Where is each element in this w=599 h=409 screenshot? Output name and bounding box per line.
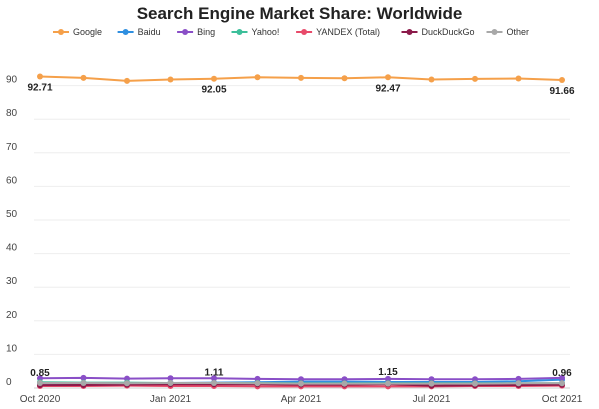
series-other — [37, 379, 565, 387]
data-label-duckduckgo: 0.96 — [552, 368, 572, 379]
x-tick-label: Jan 2021 — [150, 394, 192, 405]
legend-label: Baidu — [138, 27, 161, 37]
data-point-google — [559, 77, 565, 84]
legend-item-yahoo: Yahoo! — [231, 27, 280, 37]
data-point-other — [341, 380, 348, 387]
data-point-bing — [167, 375, 174, 382]
y-tick-label: 50 — [6, 209, 18, 220]
data-point-other — [167, 379, 174, 386]
legend-label: YANDEX (Total) — [316, 27, 380, 37]
legend-item-bing: Bing — [177, 27, 215, 37]
data-label-google: 92.05 — [201, 85, 226, 96]
y-tick-label: 70 — [6, 142, 18, 153]
data-point-other — [559, 380, 565, 387]
x-tick-label: Jul 2021 — [413, 394, 451, 405]
data-point-other — [428, 380, 435, 387]
data-point-google — [472, 75, 478, 82]
legend-label: DuckDuckGo — [422, 27, 475, 37]
data-point-google — [124, 77, 130, 84]
data-label-duckduckgo: 0.85 — [30, 368, 50, 379]
legend-item-yandex-total: YANDEX (Total) — [296, 27, 380, 37]
data-point-other — [298, 380, 304, 387]
data-point-google — [211, 75, 217, 82]
data-label-google: 92.71 — [27, 82, 52, 93]
legend-label: Google — [73, 27, 102, 37]
legend-swatch-marker — [301, 29, 308, 35]
data-point-other — [254, 380, 261, 387]
legend-swatch-marker — [58, 29, 64, 35]
data-point-google — [428, 76, 435, 83]
legend-label: Bing — [197, 27, 215, 37]
legend: Google Baidu Bing Yahoo! YANDEX (Total) DuckD… — [53, 27, 529, 37]
data-point-google — [341, 75, 348, 82]
y-tick-label: 30 — [6, 276, 18, 287]
data-point-other — [472, 380, 478, 387]
data-point-google — [385, 74, 391, 81]
data-label-google: 91.66 — [549, 86, 574, 97]
y-tick-label: 10 — [6, 343, 18, 354]
data-labels: 92.71 92.05 92.47 91.66 0.85 1.11 1.15 0.96 — [27, 82, 574, 379]
data-point-other — [515, 380, 522, 387]
series-bing — [37, 374, 565, 383]
data-point-other — [37, 379, 43, 386]
series-google — [37, 73, 565, 84]
data-point-google — [515, 75, 522, 82]
data-point-google — [167, 76, 174, 83]
data-point-bing — [211, 375, 217, 382]
data-label-duckduckgo: 1.11 — [205, 367, 224, 378]
legend-swatch-marker — [122, 29, 129, 35]
data-point-bing — [385, 375, 391, 382]
legend-item-baidu: Baidu — [117, 27, 161, 37]
data-point-other — [124, 380, 130, 387]
legend-swatch-marker — [491, 29, 498, 35]
legend-item-google: Google — [53, 27, 102, 37]
legend-swatch-marker — [236, 29, 243, 35]
data-point-google — [80, 74, 87, 81]
x-tick-label: Oct 2021 — [542, 394, 583, 405]
y-tick-label: 0 — [6, 377, 12, 388]
data-label-google: 92.47 — [375, 83, 400, 94]
y-tick-label: 90 — [6, 75, 18, 86]
data-point-bing — [80, 374, 87, 381]
data-label-duckduckgo: 1.15 — [378, 367, 398, 378]
x-tick-label: Apr 2021 — [281, 394, 322, 405]
y-tick-label: 40 — [6, 243, 18, 254]
y-tick-label: 60 — [6, 175, 18, 186]
y-tick-label: 20 — [6, 310, 18, 321]
data-point-google — [254, 74, 261, 81]
data-point-other — [211, 379, 217, 386]
legend-label: Other — [507, 27, 530, 37]
legend-swatch-marker — [182, 29, 189, 35]
data-point-other — [385, 380, 391, 387]
legend-label: Yahoo! — [252, 27, 280, 37]
y-tick-label: 80 — [6, 108, 18, 119]
chart-title: Search Engine Market Share: Worldwide — [136, 4, 463, 23]
data-point-google — [298, 74, 304, 81]
legend-swatch-marker — [406, 29, 413, 35]
data-point-bing — [559, 374, 565, 381]
data-point-google — [37, 73, 43, 80]
grid — [34, 85, 570, 389]
axes: 0 10 20 30 40 50 60 70 80 90 Oct 2020 Jan 2021 Apr 2… — [6, 75, 583, 405]
legend-item-other: Other — [486, 27, 530, 37]
legend-item-duckduckgo: DuckDuckGo — [401, 27, 475, 37]
data-point-bing — [515, 375, 522, 382]
series — [37, 73, 565, 390]
data-point-other — [80, 379, 87, 386]
x-tick-label: Oct 2020 — [20, 394, 61, 405]
